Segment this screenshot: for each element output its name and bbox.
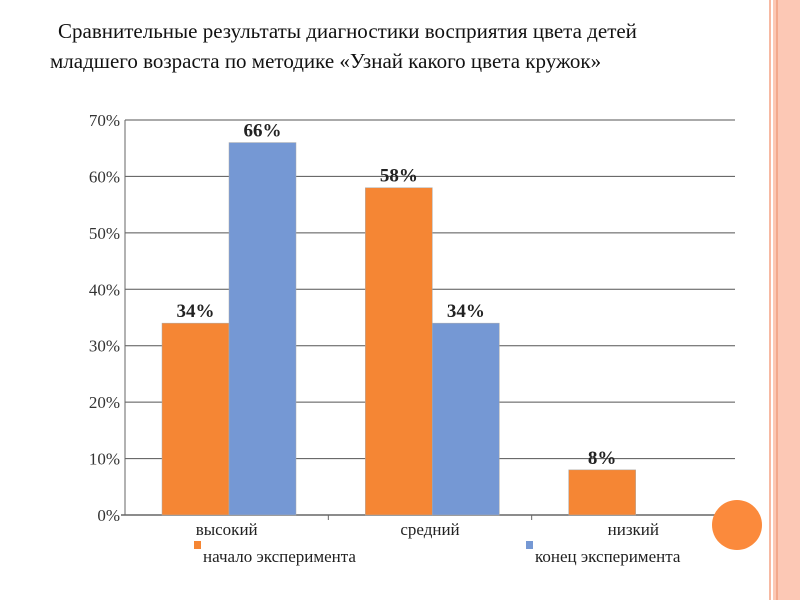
data-label: 8%: [588, 448, 617, 469]
bar: [365, 187, 433, 516]
legend-end: конец эксперимента: [535, 547, 681, 566]
title-line-2: младшего возраста по методике «Узнай как…: [50, 49, 602, 73]
y-tick-label: 10%: [89, 450, 120, 469]
bar: [228, 142, 297, 516]
y-tick-label: 40%: [89, 280, 120, 299]
y-tick-label: 0%: [97, 506, 120, 525]
bar: [568, 469, 636, 516]
bar: [432, 322, 500, 516]
x-tick-label: высокий: [196, 520, 258, 539]
data-label: 34%: [177, 301, 215, 322]
legend-start: начало эксперимента: [203, 547, 356, 566]
y-tick-label: 20%: [89, 393, 120, 412]
decorative-border: [766, 0, 800, 600]
decorative-circle: [712, 500, 762, 550]
y-tick-label: 70%: [89, 111, 120, 130]
data-label: 58%: [380, 166, 418, 187]
x-tick-label: средний: [400, 520, 459, 539]
y-tick-label: 50%: [89, 224, 120, 243]
data-label: 34%: [447, 301, 485, 322]
y-tick-label: 30%: [89, 337, 120, 356]
legend-swatch-end: [526, 541, 533, 549]
title-line-1: Сравнительные результаты диагностики вос…: [58, 19, 637, 43]
chart-title: Сравнительные результаты диагностики вос…: [50, 16, 790, 76]
y-tick-label: 60%: [89, 167, 120, 186]
legend-swatch-start: [194, 541, 201, 549]
x-tick-label: низкий: [608, 520, 659, 539]
data-label: 66%: [244, 121, 282, 142]
bar: [161, 322, 230, 516]
